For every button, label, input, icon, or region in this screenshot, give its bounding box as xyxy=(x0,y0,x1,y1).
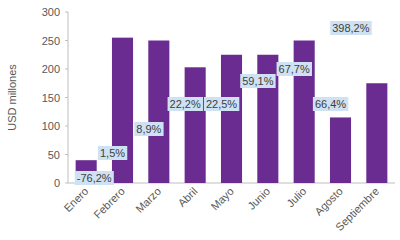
bar xyxy=(221,55,242,183)
y-axis-title: USD millones xyxy=(6,64,18,131)
annotation: -76,2% xyxy=(77,172,112,184)
y-tick-label: 0 xyxy=(54,177,60,189)
annotation: 59,1% xyxy=(242,75,273,87)
x-tick-label: Septiembre xyxy=(333,185,381,233)
annotation: 398,2% xyxy=(332,22,370,34)
annotation-box xyxy=(204,97,239,111)
x-tick-label: Abril xyxy=(176,185,200,209)
x-tick-label: Agosto xyxy=(312,185,345,218)
y-tick-label: 150 xyxy=(42,92,60,104)
bar xyxy=(330,117,351,183)
x-tick-label: Enero xyxy=(61,185,90,214)
annotation-box xyxy=(75,171,114,185)
annotation: 8,9% xyxy=(136,123,161,135)
annotation-box xyxy=(134,122,163,136)
bar xyxy=(366,83,387,183)
bar xyxy=(148,41,169,184)
annotation-box xyxy=(330,21,372,35)
y-tick-label: 50 xyxy=(48,149,60,161)
annotation-box xyxy=(277,62,312,76)
annotation-box xyxy=(313,97,348,111)
chart: 0 50 100 150 200 250 300 USD millones EneroFebre… xyxy=(0,0,400,240)
bars xyxy=(76,38,388,183)
annotation: 66,4% xyxy=(315,98,346,110)
y-axis xyxy=(68,12,69,183)
x-tick-label: Julio xyxy=(284,185,308,209)
x-tick-label: Junio xyxy=(245,185,272,212)
annotation: 67,7% xyxy=(279,63,310,75)
y-tick-label: 300 xyxy=(42,6,60,18)
x-tick-label: Febrero xyxy=(91,185,127,221)
annotation-box xyxy=(168,97,203,111)
y-tick-label: 200 xyxy=(42,63,60,75)
bar xyxy=(112,38,133,183)
annotation: 22,5% xyxy=(206,98,237,110)
x-tick-label: Mayo xyxy=(208,185,236,213)
y-tick-label: 100 xyxy=(42,120,60,132)
annotation: 22,2% xyxy=(170,98,201,110)
x-tick-label: Marzo xyxy=(133,185,163,215)
bar xyxy=(185,67,206,183)
annotation-box xyxy=(98,146,127,160)
y-tick-label: 250 xyxy=(42,35,60,47)
bar xyxy=(294,41,315,184)
annotation: 1,5% xyxy=(100,147,125,159)
annotation-box xyxy=(240,74,275,88)
bar xyxy=(257,55,278,183)
